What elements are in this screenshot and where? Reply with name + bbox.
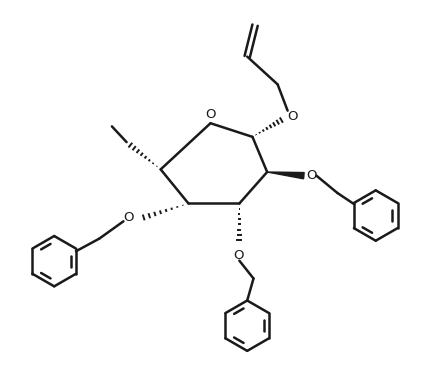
- Text: O: O: [234, 249, 244, 262]
- Text: O: O: [205, 108, 216, 121]
- Polygon shape: [267, 172, 304, 179]
- Text: O: O: [306, 169, 317, 182]
- Text: O: O: [287, 111, 298, 123]
- Text: O: O: [123, 211, 134, 224]
